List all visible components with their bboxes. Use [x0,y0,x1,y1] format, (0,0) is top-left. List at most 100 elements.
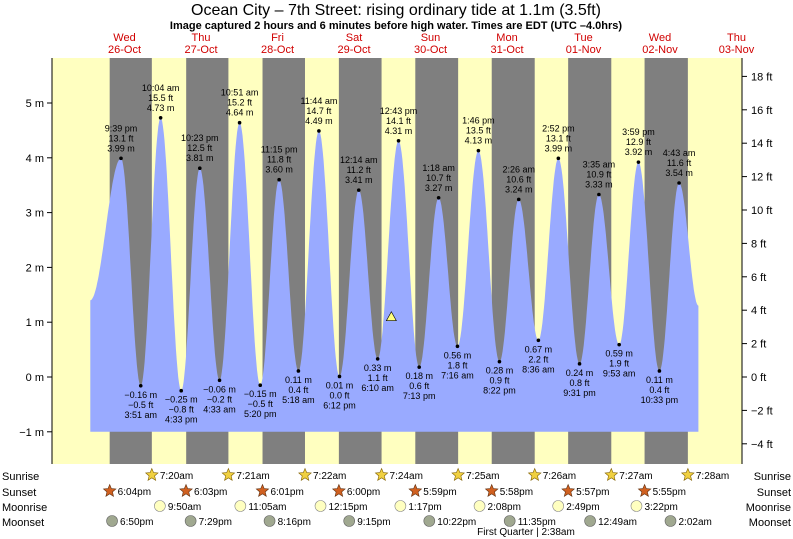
high-tide-point [516,197,521,202]
low-tide-meters: 0.56 m [444,350,472,360]
day-name: Thu [192,32,211,44]
high-tide-point [636,160,641,164]
sunrise-star-icon [221,467,236,481]
low-tide-point [217,378,222,383]
low-tide-meters: 0.67 m [525,344,553,354]
sunrise-time: 7:28am [696,471,729,482]
day-name: Wed [649,32,671,44]
low-tide-point [375,357,380,361]
sunrise-star-icon [374,467,389,481]
day-name: Wed [113,32,135,44]
moonset-icon [503,515,516,527]
high-tide-time: 4:43 am [663,148,696,158]
sunset-time: 6:03pm [194,487,227,498]
sunrise-star-icon [680,467,695,481]
sunrise-star-icon [144,467,159,481]
low-tide-point [179,388,184,393]
left-tick-label: 5 m [26,98,44,110]
day-date: 01-Nov [566,44,602,56]
low-tide-point [536,338,541,343]
sunset-time: 5:55pm [653,487,686,498]
low-tide-time: 5:20 pm [244,409,277,419]
sunrise-time: 7:26am [543,471,576,482]
high-tide-time: 3:35 am [583,160,616,170]
high-tide-meters: 3.33 m [585,180,613,190]
low-tide-feet: 0.0 ft [329,390,350,400]
day-date: 31-Oct [490,44,523,56]
tide-curve-area [90,117,699,432]
row-label-right: Sunrise [754,471,791,483]
low-tide-meters: −0.15 m [244,389,277,399]
sunset-time: 5:57pm [576,487,609,498]
sunrise-star-icon [604,467,619,481]
right-tick-label: 2 ft [751,339,766,351]
day-headers: Wed26-OctThu27-OctFri28-OctSat29-OctSun3… [108,32,755,56]
low-tide-time: 8:22 pm [483,386,516,396]
high-tide-time: 1:46 pm [462,116,495,126]
high-tide-time: 10:04 am [142,83,180,93]
high-tide-meters: 3.54 m [665,168,693,178]
high-tide-time: 10:51 am [221,88,259,98]
low-tide-time: 6:12 pm [323,400,356,410]
high-tide-meters: 4.31 m [385,126,413,136]
right-tick-label: 16 ft [751,105,772,117]
right-tick-label: 8 ft [751,238,766,250]
low-tide-feet: 1.1 ft [368,373,389,383]
moonrise-time: 11:05am [248,502,286,513]
sunset-star-icon [179,483,193,497]
moonset-time: 9:15pm [357,517,390,528]
sunset-star-icon [408,483,423,497]
high-tide-point [317,129,321,133]
high-tide-point [158,115,163,120]
left-tick-label: 3 m [26,208,44,220]
low-tide-meters: −0.16 m [124,390,157,400]
day-date: 02-Nov [642,44,678,56]
high-tide-feet: 11.6 ft [667,158,692,168]
high-tide-point [396,139,401,143]
high-tide-time: 9:39 pm [105,123,138,133]
left-tick-label: −1 m [19,427,44,439]
sunset-star-icon [637,483,652,497]
right-tick-label: −4 ft [751,439,773,451]
sunset-star-icon [255,483,270,497]
low-tide-point [417,365,422,369]
left-tick-label: 2 m [26,262,44,274]
moonset-time: 2:02am [679,517,712,528]
sunset-time: 5:59pm [423,487,456,498]
high-tide-time: 2:26 am [502,164,535,174]
moonset-icon [584,515,596,527]
moonset-icon [664,515,677,527]
sunset-star-icon [102,483,117,497]
high-tide-point [119,156,123,161]
low-tide-feet: 0.4 ft [288,385,309,395]
high-tide-time: 11:44 am [300,96,337,106]
low-tide-time: 8:36 am [522,364,555,374]
day-name: Fri [271,32,284,44]
low-tide-time: 6:10 am [361,383,394,393]
left-tick-label: 4 m [26,153,44,165]
sunset-star-icon [561,483,576,497]
high-tide-feet: 13.1 ft [546,133,572,143]
high-tide-feet: 10.6 ft [506,174,532,184]
low-tide-meters: 0.11 m [285,375,312,385]
day-date: 27-Oct [184,44,217,56]
sunrise-time: 7:21am [236,471,269,482]
low-tide-point [577,362,582,366]
low-tide-point [337,374,342,379]
high-tide-point [476,148,481,153]
low-tide-time: 4:33 pm [165,415,198,425]
sunrise-time: 7:24am [390,471,423,482]
low-tide-point [455,344,460,349]
low-tide-time: 4:33 am [203,404,236,414]
sunset-star-icon [484,483,499,497]
moonrise-time: 12:15pm [329,502,368,513]
moonrise-time: 2:08pm [488,502,521,513]
right-tick-label: 4 ft [751,305,766,317]
current-tide-marker [385,311,397,322]
high-tide-point [237,120,242,125]
low-tide-time: 3:51 am [124,410,157,420]
high-tide-feet: 14.7 ft [306,106,332,116]
high-tide-meters: 4.13 m [465,136,493,146]
high-tide-meters: 4.73 m [147,103,175,113]
moonset-time: 6:50pm [120,517,153,528]
